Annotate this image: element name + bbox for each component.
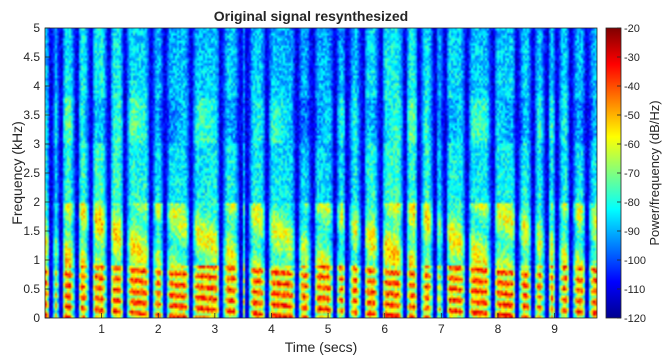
colorbar-tick-label: -80 xyxy=(624,197,640,209)
colorbar-tick-label: -30 xyxy=(624,52,640,64)
colorbar-tick-label: -90 xyxy=(624,226,640,238)
y-axis-label: Frequency (kHz) xyxy=(9,121,25,224)
x-tick-label: 3 xyxy=(212,322,219,336)
y-tick-label: 4.5 xyxy=(23,50,40,64)
x-tick-label: 1 xyxy=(98,322,105,336)
y-tick-label: 3 xyxy=(33,137,40,151)
colorbar-tick-label: -50 xyxy=(624,110,640,122)
colorbar-tick-label: -120 xyxy=(624,313,646,325)
colorbar-tick-label: -20 xyxy=(624,23,640,35)
y-tick-label: 1.5 xyxy=(23,224,40,238)
spectrogram-plot-area xyxy=(45,28,597,318)
y-tick-label: 0.5 xyxy=(23,282,40,296)
chart-title: Original signal resynthesized xyxy=(214,8,409,24)
y-tick-label: 3.5 xyxy=(23,108,40,122)
x-tick-label: 2 xyxy=(155,322,162,336)
colorbar-tick-label: -60 xyxy=(624,139,640,151)
colorbar-tick-label: -100 xyxy=(624,255,646,267)
colorbar-tick-label: -110 xyxy=(624,284,645,296)
colorbar-label: Power/frequency (dB/Hz) xyxy=(647,100,662,245)
y-tick-label: 2.5 xyxy=(23,166,40,180)
colorbar-tick-label: -40 xyxy=(624,81,640,93)
y-tick-label: 5 xyxy=(33,21,40,35)
x-tick-label: 6 xyxy=(381,322,388,336)
colorbar-ticks: -20 -30 -40 -50 -60 -70 -80 -90 -100 -110 -120 xyxy=(617,23,646,325)
x-axis-label: Time (secs) xyxy=(285,339,358,355)
x-tick-label: 7 xyxy=(438,322,445,336)
y-tick-label: 1 xyxy=(33,253,40,267)
y-tick-label: 4 xyxy=(33,79,40,93)
spectrogram-image xyxy=(45,28,597,318)
x-tick-label: 8 xyxy=(495,322,502,336)
x-tick-label: 4 xyxy=(268,322,275,336)
x-tick-label: 9 xyxy=(551,322,558,336)
x-axis-ticks: 1 2 3 4 5 6 7 8 9 xyxy=(98,313,558,336)
x-tick-label: 5 xyxy=(325,322,332,336)
colorbar-tick-label: -70 xyxy=(624,168,640,180)
y-tick-label: 2 xyxy=(33,195,40,209)
y-axis-ticks: 0 0.5 1 1.5 2 2.5 3 3.5 4 4.5 5 xyxy=(23,21,50,325)
y-tick-label: 0 xyxy=(33,311,40,325)
